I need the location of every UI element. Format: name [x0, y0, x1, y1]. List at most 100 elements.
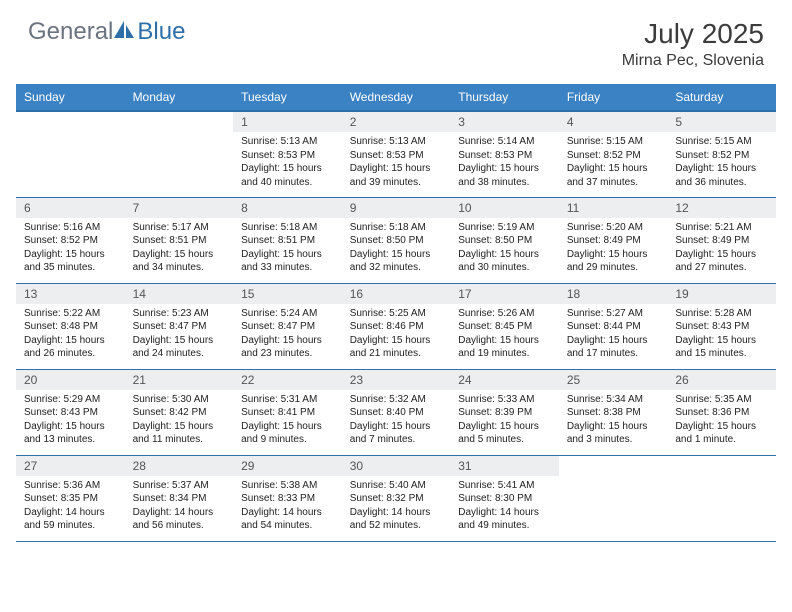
page-title: July 2025 — [622, 18, 764, 50]
calendar-cell: 20Sunrise: 5:29 AMSunset: 8:43 PMDayligh… — [16, 369, 125, 455]
detail-line: Sunset: 8:52 PM — [24, 234, 117, 248]
day-details: Sunrise: 5:13 AMSunset: 8:53 PMDaylight:… — [233, 132, 342, 193]
calendar-cell: 2Sunrise: 5:13 AMSunset: 8:53 PMDaylight… — [342, 111, 451, 197]
sail-icon — [114, 18, 136, 46]
detail-line: and 39 minutes. — [350, 176, 443, 190]
day-details: Sunrise: 5:17 AMSunset: 8:51 PMDaylight:… — [125, 218, 234, 279]
detail-line: Sunset: 8:34 PM — [133, 492, 226, 506]
detail-line: and 19 minutes. — [458, 347, 551, 361]
calendar-cell: 6Sunrise: 5:16 AMSunset: 8:52 PMDaylight… — [16, 197, 125, 283]
day-details: Sunrise: 5:32 AMSunset: 8:40 PMDaylight:… — [342, 390, 451, 451]
day-details: Sunrise: 5:21 AMSunset: 8:49 PMDaylight:… — [667, 218, 776, 279]
day-number: 15 — [233, 284, 342, 304]
day-number: 27 — [16, 456, 125, 476]
calendar-cell — [667, 455, 776, 541]
day-number: 12 — [667, 198, 776, 218]
detail-line: Sunrise: 5:35 AM — [675, 393, 768, 407]
detail-line: Sunrise: 5:16 AM — [24, 221, 117, 235]
detail-line: Sunset: 8:35 PM — [24, 492, 117, 506]
day-details: Sunrise: 5:25 AMSunset: 8:46 PMDaylight:… — [342, 304, 451, 365]
calendar-cell: 8Sunrise: 5:18 AMSunset: 8:51 PMDaylight… — [233, 197, 342, 283]
day-details: Sunrise: 5:13 AMSunset: 8:53 PMDaylight:… — [342, 132, 451, 193]
detail-line: Daylight: 15 hours — [567, 248, 660, 262]
detail-line: and 38 minutes. — [458, 176, 551, 190]
weekday-header: Sunday — [16, 84, 125, 111]
day-number: 29 — [233, 456, 342, 476]
calendar-cell: 9Sunrise: 5:18 AMSunset: 8:50 PMDaylight… — [342, 197, 451, 283]
detail-line: Sunrise: 5:15 AM — [675, 135, 768, 149]
day-details: Sunrise: 5:29 AMSunset: 8:43 PMDaylight:… — [16, 390, 125, 451]
day-details: Sunrise: 5:36 AMSunset: 8:35 PMDaylight:… — [16, 476, 125, 537]
detail-line: and 23 minutes. — [241, 347, 334, 361]
detail-line: Daylight: 15 hours — [567, 162, 660, 176]
day-number: 18 — [559, 284, 668, 304]
detail-line: Sunset: 8:47 PM — [241, 320, 334, 334]
detail-line: Sunrise: 5:24 AM — [241, 307, 334, 321]
calendar-cell: 12Sunrise: 5:21 AMSunset: 8:49 PMDayligh… — [667, 197, 776, 283]
calendar-cell: 19Sunrise: 5:28 AMSunset: 8:43 PMDayligh… — [667, 283, 776, 369]
detail-line: Sunrise: 5:21 AM — [675, 221, 768, 235]
detail-line: Daylight: 15 hours — [458, 162, 551, 176]
detail-line: Sunrise: 5:18 AM — [241, 221, 334, 235]
detail-line: Daylight: 15 hours — [675, 248, 768, 262]
detail-line: Daylight: 14 hours — [241, 506, 334, 520]
day-number: 24 — [450, 370, 559, 390]
day-number: 22 — [233, 370, 342, 390]
detail-line: Sunrise: 5:13 AM — [350, 135, 443, 149]
detail-line: Sunset: 8:44 PM — [567, 320, 660, 334]
calendar-cell: 15Sunrise: 5:24 AMSunset: 8:47 PMDayligh… — [233, 283, 342, 369]
detail-line: Sunrise: 5:38 AM — [241, 479, 334, 493]
day-details: Sunrise: 5:27 AMSunset: 8:44 PMDaylight:… — [559, 304, 668, 365]
day-details: Sunrise: 5:30 AMSunset: 8:42 PMDaylight:… — [125, 390, 234, 451]
calendar-row: 13Sunrise: 5:22 AMSunset: 8:48 PMDayligh… — [16, 283, 776, 369]
detail-line: Sunrise: 5:36 AM — [24, 479, 117, 493]
day-details: Sunrise: 5:31 AMSunset: 8:41 PMDaylight:… — [233, 390, 342, 451]
detail-line: Daylight: 15 hours — [24, 334, 117, 348]
day-number: 4 — [559, 112, 668, 132]
detail-line: and 59 minutes. — [24, 519, 117, 533]
detail-line: and 9 minutes. — [241, 433, 334, 447]
calendar-cell: 26Sunrise: 5:35 AMSunset: 8:36 PMDayligh… — [667, 369, 776, 455]
day-number: 9 — [342, 198, 451, 218]
detail-line: Sunrise: 5:18 AM — [350, 221, 443, 235]
day-number: 8 — [233, 198, 342, 218]
calendar-cell: 17Sunrise: 5:26 AMSunset: 8:45 PMDayligh… — [450, 283, 559, 369]
detail-line: and 32 minutes. — [350, 261, 443, 275]
calendar-row: 27Sunrise: 5:36 AMSunset: 8:35 PMDayligh… — [16, 455, 776, 541]
day-number: 14 — [125, 284, 234, 304]
day-number: 5 — [667, 112, 776, 132]
detail-line: Sunrise: 5:27 AM — [567, 307, 660, 321]
day-number: 1 — [233, 112, 342, 132]
detail-line: Sunrise: 5:32 AM — [350, 393, 443, 407]
day-details: Sunrise: 5:15 AMSunset: 8:52 PMDaylight:… — [667, 132, 776, 193]
day-number: 10 — [450, 198, 559, 218]
detail-line: Sunset: 8:49 PM — [675, 234, 768, 248]
detail-line: Daylight: 15 hours — [241, 162, 334, 176]
detail-line: Daylight: 15 hours — [675, 334, 768, 348]
detail-line: and 17 minutes. — [567, 347, 660, 361]
day-details: Sunrise: 5:23 AMSunset: 8:47 PMDaylight:… — [125, 304, 234, 365]
brand-logo: General Blue — [28, 18, 185, 46]
calendar-row: 1Sunrise: 5:13 AMSunset: 8:53 PMDaylight… — [16, 111, 776, 197]
day-details: Sunrise: 5:41 AMSunset: 8:30 PMDaylight:… — [450, 476, 559, 537]
calendar-cell: 7Sunrise: 5:17 AMSunset: 8:51 PMDaylight… — [125, 197, 234, 283]
detail-line: Daylight: 15 hours — [567, 334, 660, 348]
detail-line: Daylight: 15 hours — [350, 162, 443, 176]
calendar-table: Sunday Monday Tuesday Wednesday Thursday… — [16, 84, 776, 542]
detail-line: Sunrise: 5:30 AM — [133, 393, 226, 407]
day-details: Sunrise: 5:18 AMSunset: 8:50 PMDaylight:… — [342, 218, 451, 279]
day-number: 23 — [342, 370, 451, 390]
detail-line: and 54 minutes. — [241, 519, 334, 533]
detail-line: and 13 minutes. — [24, 433, 117, 447]
calendar-cell: 30Sunrise: 5:40 AMSunset: 8:32 PMDayligh… — [342, 455, 451, 541]
detail-line: Sunset: 8:42 PM — [133, 406, 226, 420]
detail-line: Sunrise: 5:26 AM — [458, 307, 551, 321]
detail-line: Sunset: 8:50 PM — [350, 234, 443, 248]
weekday-header: Thursday — [450, 84, 559, 111]
detail-line: Sunset: 8:39 PM — [458, 406, 551, 420]
weekday-header: Friday — [559, 84, 668, 111]
detail-line: and 24 minutes. — [133, 347, 226, 361]
detail-line: and 15 minutes. — [675, 347, 768, 361]
calendar-cell: 11Sunrise: 5:20 AMSunset: 8:49 PMDayligh… — [559, 197, 668, 283]
brand-part2: Blue — [137, 18, 185, 46]
